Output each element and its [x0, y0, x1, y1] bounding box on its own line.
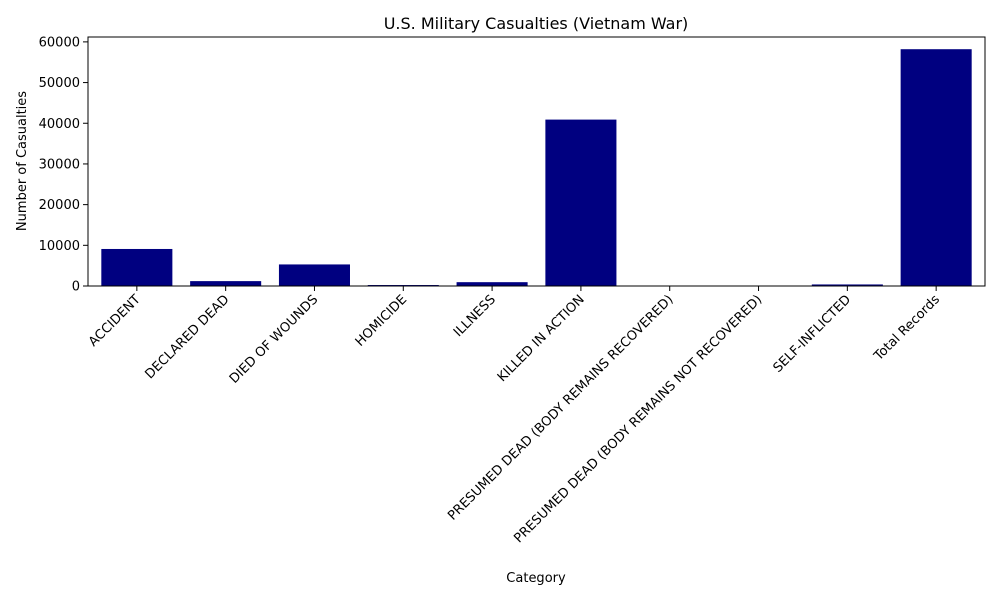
x-tick-label: KILLED IN ACTION [495, 292, 588, 385]
bars-group [101, 49, 972, 286]
bar-killed-in-action [545, 119, 617, 286]
y-axis: 0 10000 20000 30000 40000 50000 60000 [39, 35, 88, 295]
y-axis-label: Number of Casualties [15, 91, 30, 231]
plot-frame [87, 36, 986, 287]
bar-illness [456, 282, 528, 286]
x-tick-label: HOMICIDE [353, 292, 410, 349]
bar-died-of-wounds [278, 264, 350, 286]
y-tick-label: 20000 [39, 198, 80, 213]
y-tick-label: 10000 [39, 239, 80, 254]
bar-total-records [900, 49, 972, 286]
bar-declared-dead [190, 281, 262, 286]
x-tick-label: ILLNESS [451, 292, 499, 340]
x-tick-label: SELF-INFLICTED [771, 292, 855, 376]
x-axis-label: Category [506, 571, 566, 586]
y-tick-label: 0 [72, 280, 80, 295]
y-tick-label: 30000 [39, 157, 80, 172]
x-tick-label: DIED OF WOUNDS [227, 292, 321, 386]
x-tick-label: DECLARED DEAD [142, 292, 232, 382]
x-tick-label: ACCIDENT [86, 292, 144, 350]
x-tick-label: Total Records [871, 292, 943, 364]
bar-accident [101, 248, 173, 286]
y-tick-label: 50000 [39, 76, 80, 91]
chart-title: U.S. Military Casualties (Vietnam War) [384, 14, 689, 33]
y-tick-label: 60000 [39, 35, 80, 50]
bar-self-inflicted [811, 284, 883, 286]
y-tick-label: 40000 [39, 117, 80, 132]
